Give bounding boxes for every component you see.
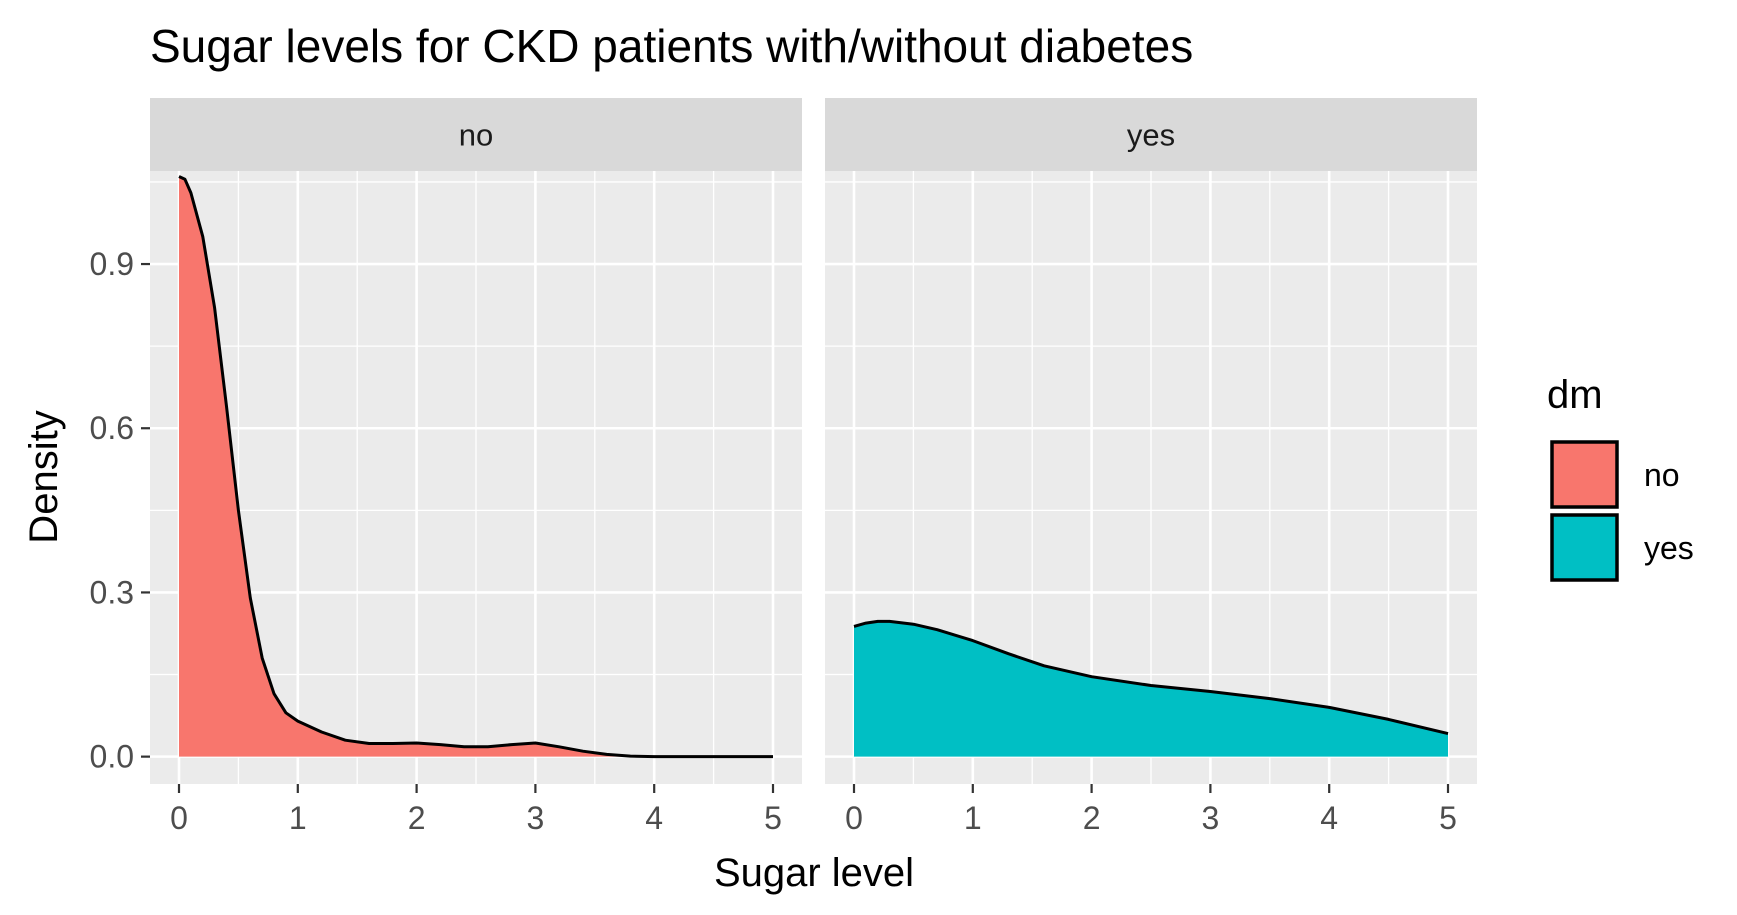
x-tick-label: 4 (1320, 800, 1338, 836)
density-line-no (178, 175, 773, 759)
facet-strip-label: yes (1127, 118, 1175, 153)
facet-panel-no: no 0 1 2 3 4 5 0.0 0.3 0.6 0.9 (90, 98, 802, 836)
y-tick-label: 0.3 (90, 574, 134, 610)
x-tick-label: 2 (408, 800, 426, 836)
x-tick-label: 0 (845, 800, 863, 836)
legend-key-yes (1550, 513, 1619, 582)
x-tick-label: 5 (764, 800, 782, 836)
x-tick-label: 0 (170, 800, 188, 836)
facet-strip (825, 98, 1477, 171)
x-tick-label: 5 (1439, 800, 1457, 836)
y-axis-label: Density (22, 410, 66, 543)
legend-key-no (1550, 440, 1619, 509)
facet-strip-label: no (459, 118, 493, 153)
y-tick-label: 0.6 (90, 410, 134, 446)
density-line-yes (853, 619, 1449, 736)
legend-label-yes: yes (1644, 530, 1694, 566)
x-tick-label: 3 (1202, 800, 1220, 836)
density-area-yes (854, 621, 1448, 757)
y-tick-label: 0.9 (90, 246, 134, 282)
x-tick-label: 4 (645, 800, 663, 836)
facet-strip (150, 98, 802, 171)
x-tick-label: 3 (527, 800, 545, 836)
x-axis-label: Sugar level (714, 851, 914, 895)
legend: dm no yes (1547, 373, 1694, 582)
chart-title: Sugar levels for CKD patients with/witho… (150, 20, 1193, 72)
x-tick-label: 1 (964, 800, 982, 836)
y-tick-label: 0.0 (90, 739, 134, 775)
density-area-no (179, 176, 773, 757)
facet-panel-yes: yes 0 1 2 3 4 5 (825, 98, 1477, 836)
x-tick-label: 1 (289, 800, 307, 836)
x-tick-label: 2 (1083, 800, 1101, 836)
legend-label-no: no (1644, 457, 1680, 493)
legend-title: dm (1547, 373, 1603, 417)
